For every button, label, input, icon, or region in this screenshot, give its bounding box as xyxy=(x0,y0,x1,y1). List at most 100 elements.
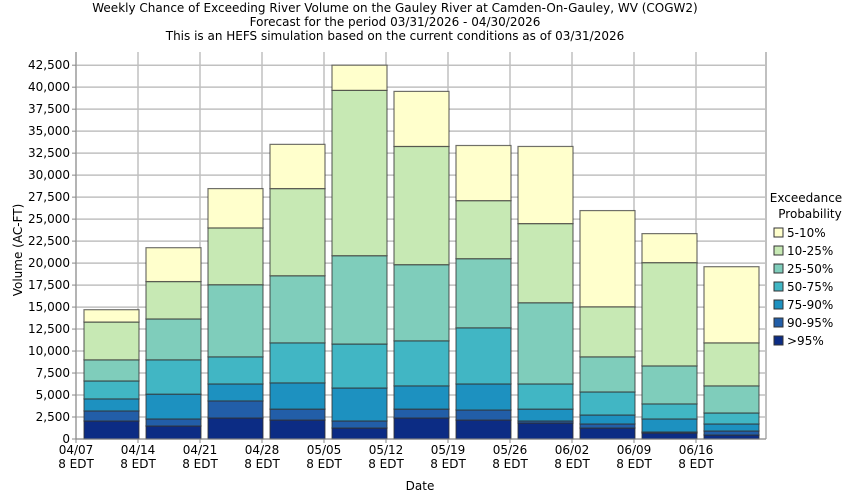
legend-swatch xyxy=(773,227,784,238)
bar-segment--95- xyxy=(269,419,326,440)
y-tick-label: 40,000 xyxy=(28,80,70,94)
x-tick-label: 05/12 xyxy=(369,443,404,457)
bar-segment-25-50- xyxy=(145,318,202,361)
bar-segment-25-50- xyxy=(331,255,388,345)
bar-segment-50-75- xyxy=(331,343,388,389)
bar-segment-75-90- xyxy=(331,387,388,422)
bar-segment-25-50- xyxy=(517,302,574,385)
legend-label: 5-10% xyxy=(787,226,826,240)
y-tick-label: 5,000 xyxy=(36,388,70,402)
bar-segment-5-10- xyxy=(703,266,760,344)
bar-segment--95- xyxy=(641,432,698,440)
x-tick-label: 8 EDT xyxy=(430,457,466,471)
bar-segment-75-90- xyxy=(641,418,698,433)
x-tick-label: 05/26 xyxy=(493,443,528,457)
x-tick-label: 04/14 xyxy=(121,443,156,457)
bar-segment-75-90- xyxy=(703,423,760,432)
bar-segment-25-50- xyxy=(703,385,760,414)
y-tick-label: 2,500 xyxy=(36,410,70,424)
bar-segment-10-25- xyxy=(207,227,264,286)
title-line-3: This is an HEFS simulation based on the … xyxy=(165,29,625,43)
bar-segment-90-95- xyxy=(393,408,450,419)
x-tick-label: 8 EDT xyxy=(58,457,94,471)
legend-swatch xyxy=(773,299,784,310)
bar-segment-25-50- xyxy=(579,356,636,393)
bar-segment-25-50- xyxy=(641,365,698,405)
x-tick-label: 8 EDT xyxy=(368,457,404,471)
bar-segment-90-95- xyxy=(331,420,388,429)
bar-segment-75-90- xyxy=(207,383,264,402)
bar-segment-25-50- xyxy=(83,359,140,382)
y-tick-label: 32,500 xyxy=(28,146,70,160)
legend-swatch xyxy=(773,245,784,256)
bar-segment-75-90- xyxy=(517,408,574,422)
bar-segment-10-25- xyxy=(641,262,698,367)
bar-segment--95- xyxy=(145,425,202,440)
legend-swatch xyxy=(773,263,784,274)
x-tick-label: 8 EDT xyxy=(616,457,652,471)
bar-segment-90-95- xyxy=(83,410,140,422)
bar-segment-5-10- xyxy=(269,143,326,190)
x-tick-label: 04/21 xyxy=(183,443,218,457)
legend-title-1: Exceedance xyxy=(770,191,842,205)
bar-segment--95- xyxy=(703,434,760,440)
y-tick-label: 27,500 xyxy=(28,190,70,204)
bar-segment--95- xyxy=(455,419,512,440)
bar-segment-50-75- xyxy=(641,403,698,420)
legend-swatch xyxy=(773,317,784,328)
x-tick-label: 8 EDT xyxy=(182,457,218,471)
y-tick-label: 12,500 xyxy=(28,322,70,336)
bar-segment-5-10- xyxy=(579,209,636,308)
bar-segment-50-75- xyxy=(703,412,760,425)
bar-segment-25-50- xyxy=(455,258,512,329)
bars xyxy=(83,64,760,440)
y-tick-label: 22,500 xyxy=(28,234,70,248)
bar-segment-90-95- xyxy=(145,418,202,427)
bar-segment-5-10- xyxy=(641,233,698,264)
bar-segment-50-75- xyxy=(83,380,140,400)
bar-segment-75-90- xyxy=(455,383,512,411)
x-tick-label: 04/07 xyxy=(59,443,94,457)
bar-segment-75-90- xyxy=(393,385,450,410)
legend: Exceedance Probability 5-10% 10-25% 25-50%… xyxy=(770,191,842,348)
bar-segment-90-95- xyxy=(455,409,512,421)
bar-segment-50-75- xyxy=(455,327,512,385)
bar-segment-90-95- xyxy=(703,430,760,436)
y-tick-label: 25,000 xyxy=(28,212,70,226)
title-line-2: Forecast for the period 03/31/2026 - 04/… xyxy=(250,15,541,29)
y-tick-label: 17,500 xyxy=(28,278,70,292)
legend-title-2: Probability xyxy=(778,207,841,221)
bar-segment-5-10- xyxy=(517,145,574,225)
bar-segment-50-75- xyxy=(207,356,264,385)
x-tick-label: 8 EDT xyxy=(120,457,156,471)
title-line-1: Weekly Chance of Exceeding River Volume … xyxy=(92,1,697,15)
bar-segment-75-90- xyxy=(269,382,326,410)
legend-label: 25-50% xyxy=(787,262,833,276)
y-tick-label: 35,000 xyxy=(28,124,70,138)
bar-segment-50-75- xyxy=(393,340,450,387)
x-tick-label: 8 EDT xyxy=(554,457,590,471)
bar-segment-75-90- xyxy=(83,398,140,412)
bar-segment-50-75- xyxy=(145,359,202,395)
legend-label: 50-75% xyxy=(787,280,833,294)
bar-segment-5-10- xyxy=(145,247,202,283)
bar-segment--95- xyxy=(579,427,636,440)
x-tick-label: 8 EDT xyxy=(244,457,280,471)
y-tick-label: 20,000 xyxy=(28,256,70,270)
bar-segment-25-50- xyxy=(393,264,450,342)
chart-title: Weekly Chance of Exceeding River Volume … xyxy=(92,1,697,43)
bar-segment-10-25- xyxy=(331,89,388,257)
x-axis-label: Date xyxy=(406,479,435,493)
bar-segment-50-75- xyxy=(579,391,636,416)
y-tick-label: 15,000 xyxy=(28,300,70,314)
bar-segment-10-25- xyxy=(145,280,202,320)
bar-segment-90-95- xyxy=(207,400,264,419)
y-tick-label: 37,500 xyxy=(28,102,70,116)
bar-segment-5-10- xyxy=(455,144,512,202)
bar-segment-10-25- xyxy=(517,222,574,304)
bar-segment-10-25- xyxy=(83,321,140,361)
bar-segment-90-95- xyxy=(579,423,636,429)
bar-segment-25-50- xyxy=(207,284,264,358)
